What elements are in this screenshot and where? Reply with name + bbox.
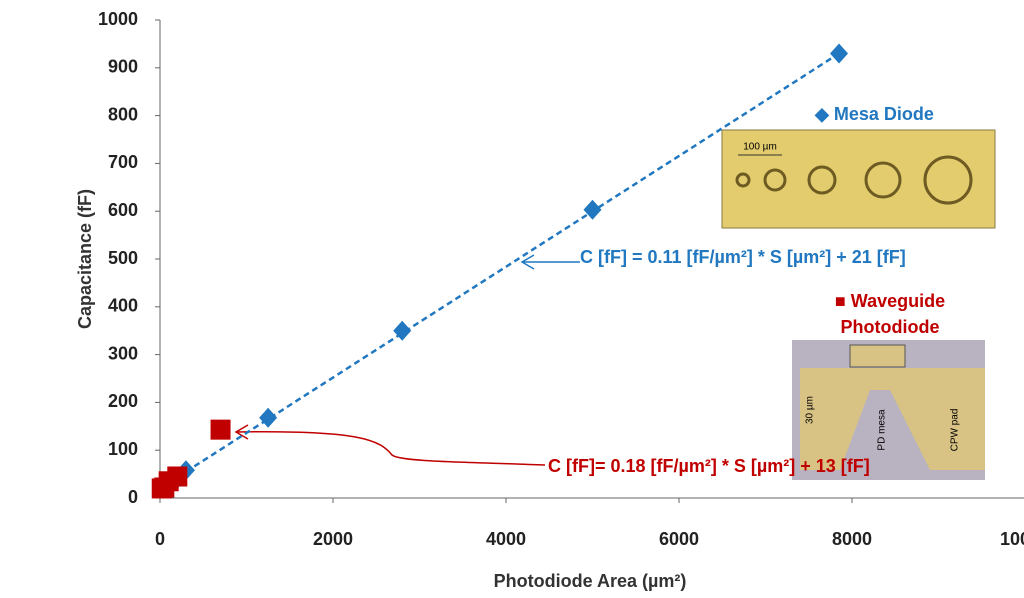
legend-marker: ■ bbox=[834, 291, 846, 311]
y-tick-label: 1000 bbox=[98, 9, 138, 29]
arrowhead bbox=[234, 424, 249, 440]
legend-entry: ◆ Mesa Diode bbox=[815, 104, 934, 125]
x-tick-label: 0 bbox=[155, 529, 165, 549]
inset-label: 30 µm bbox=[805, 396, 816, 424]
y-tick-label: 200 bbox=[108, 391, 138, 411]
y-tick-label: 800 bbox=[108, 104, 138, 124]
x-tick-label: 2000 bbox=[313, 529, 353, 549]
inset-label: PD mesa bbox=[877, 409, 888, 451]
annotation-arrow bbox=[235, 430, 546, 466]
y-tick-label: 400 bbox=[108, 296, 138, 316]
legend-label: Mesa Diode bbox=[833, 104, 934, 124]
point bbox=[830, 43, 849, 64]
y-tick-label: 900 bbox=[108, 57, 138, 77]
x-tick-label: 4000 bbox=[486, 529, 526, 549]
legend-entry: ■ Waveguide Photodiode bbox=[800, 288, 980, 340]
y-tick-label: 300 bbox=[108, 343, 138, 363]
point bbox=[583, 199, 602, 220]
inset-mesa-pad bbox=[849, 344, 906, 368]
y-tick-label: 600 bbox=[108, 200, 138, 220]
annotation: C [fF]= 0.18 [fF/µm²] * S [µm²] + 13 [fF… bbox=[548, 456, 870, 476]
point bbox=[167, 466, 188, 487]
y-axis-title: Capacitance (fF) bbox=[75, 189, 95, 329]
legend-marker: ◆ bbox=[815, 104, 829, 124]
annotation: C [fF] = 0.11 [fF/µm²] * S [µm²] + 21 [f… bbox=[580, 247, 906, 267]
point bbox=[210, 419, 231, 440]
point bbox=[393, 320, 412, 341]
annotation-arrow bbox=[520, 254, 580, 270]
inset-label: CPW pad bbox=[950, 409, 961, 452]
inset-circles bbox=[735, 155, 973, 205]
y-tick-label: 0 bbox=[128, 487, 138, 507]
y-tick-label: 100 bbox=[108, 439, 138, 459]
x-axis-title: Photodiode Area (µm²) bbox=[494, 571, 687, 591]
x-tick-label: 6000 bbox=[659, 529, 699, 549]
inset-label: 100 µm bbox=[743, 142, 777, 153]
legend-label: Waveguide Photodiode bbox=[840, 291, 946, 337]
inset-pad bbox=[800, 368, 985, 470]
x-tick-label: 8000 bbox=[832, 529, 872, 549]
y-tick-label: 700 bbox=[108, 152, 138, 172]
inset-mesa bbox=[721, 129, 996, 229]
y-tick-label: 500 bbox=[108, 248, 138, 268]
point bbox=[259, 407, 278, 428]
